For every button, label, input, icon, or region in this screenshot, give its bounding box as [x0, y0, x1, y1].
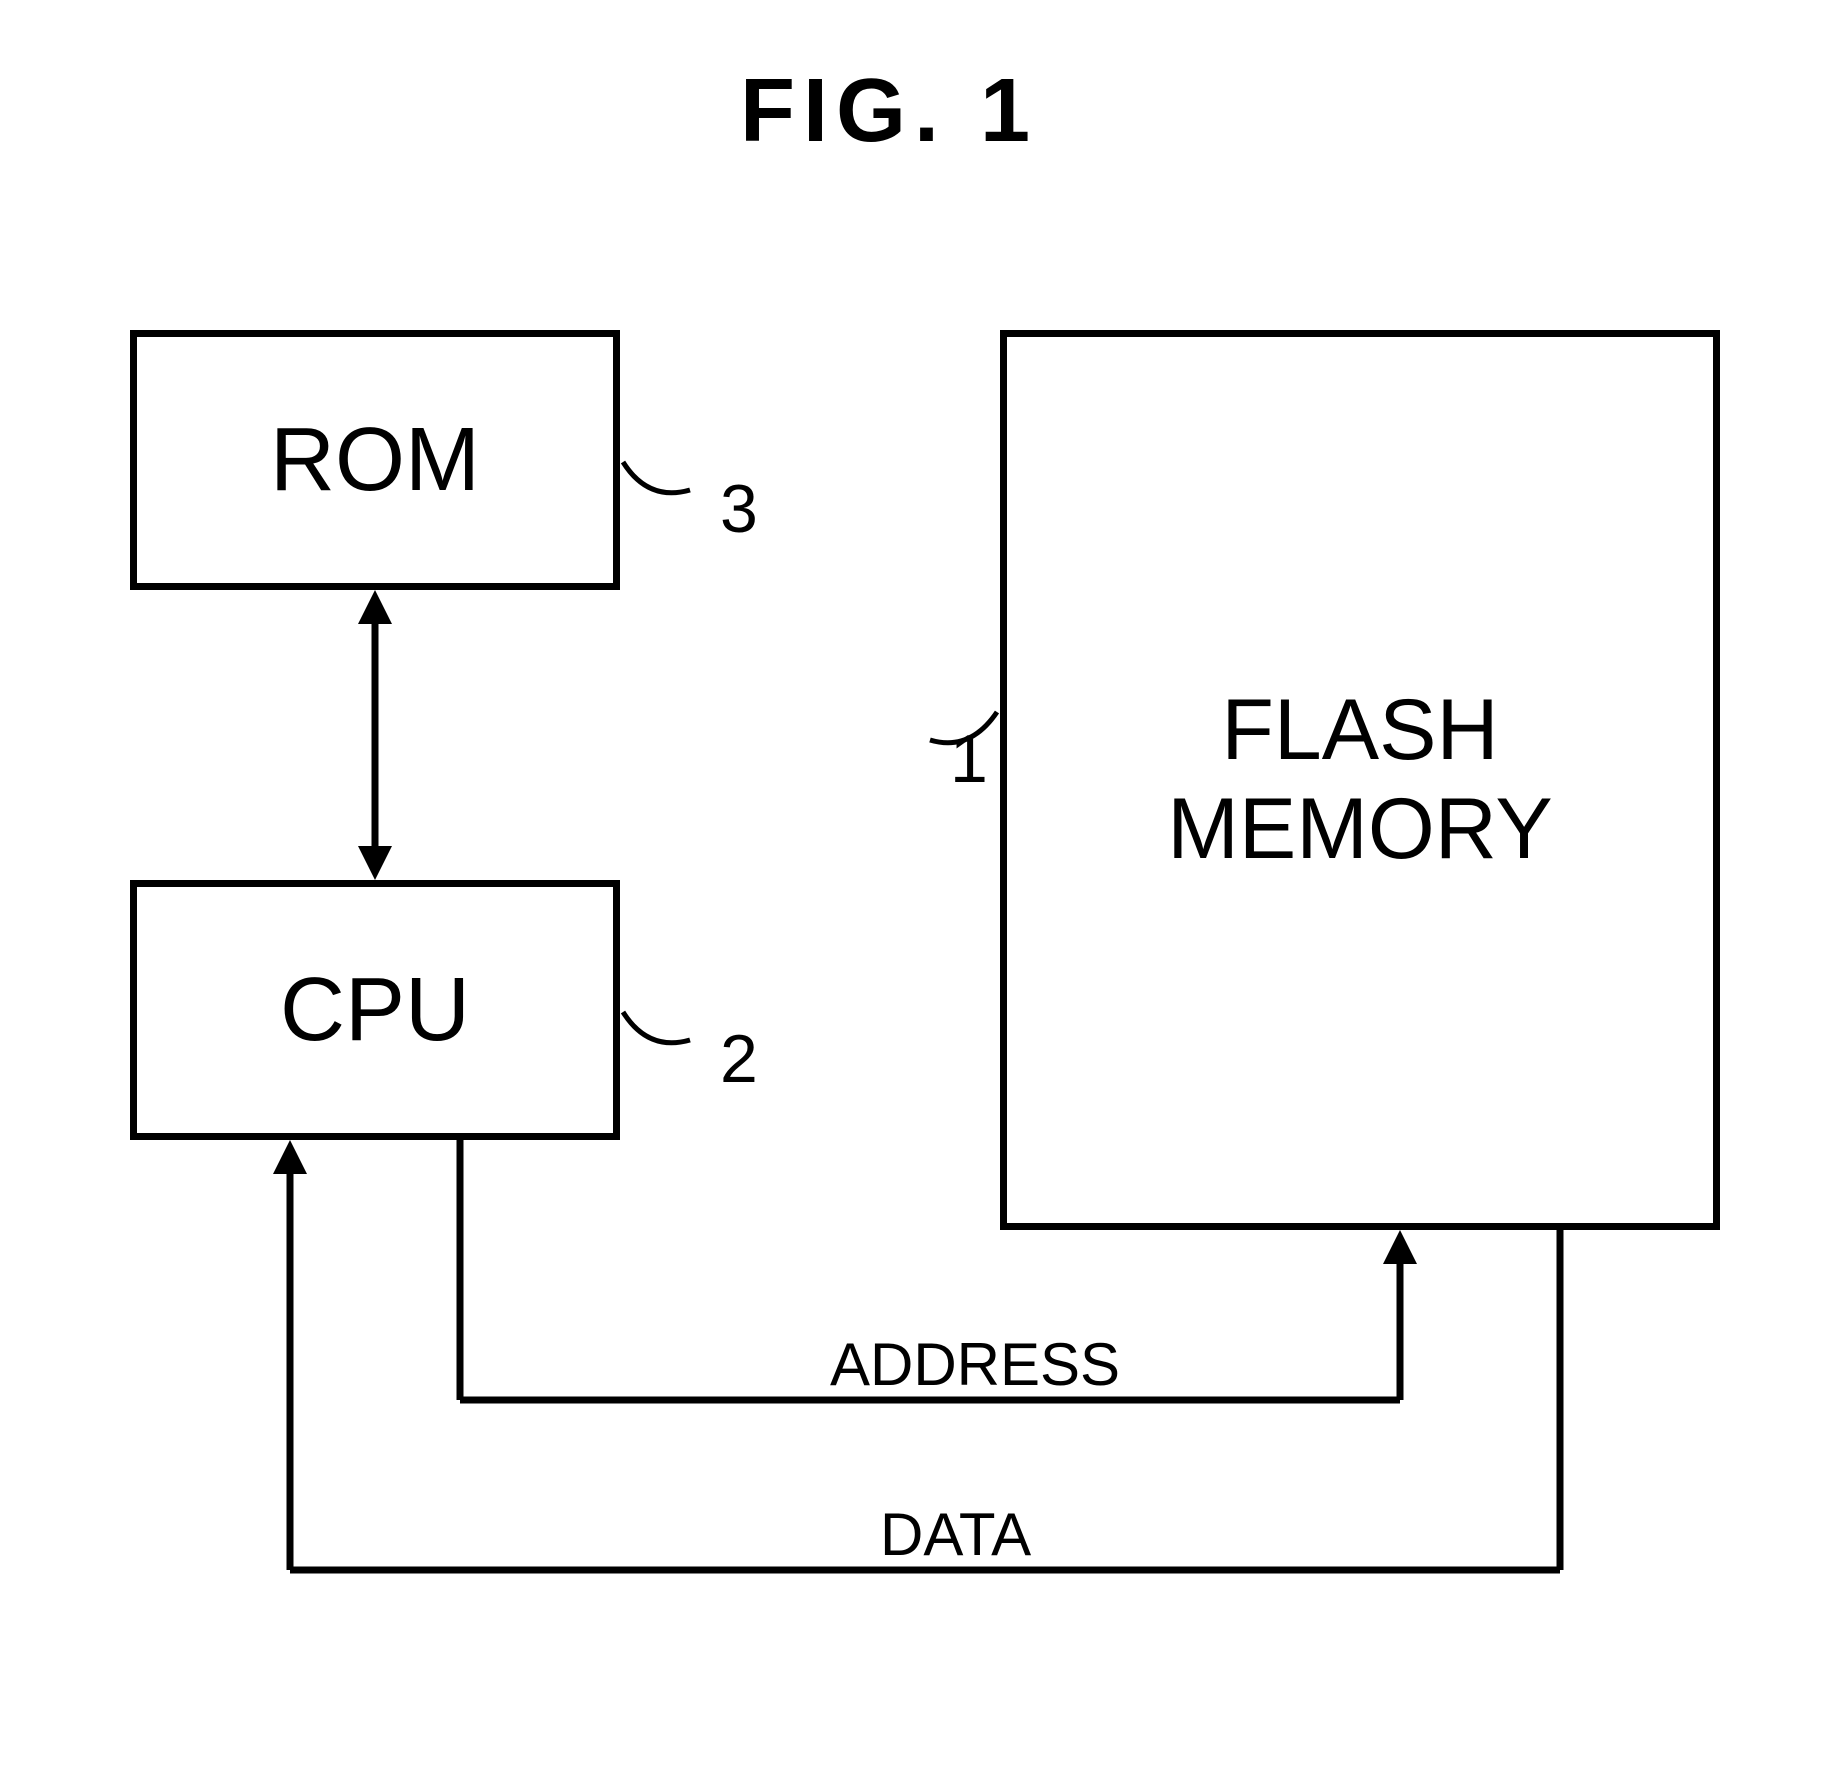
- address-bus-label: ADDRESS: [830, 1330, 1120, 1399]
- cpu-ref-number: 2: [720, 1020, 758, 1098]
- flash-block: FLASH MEMORY: [1000, 330, 1720, 1230]
- cpu-block: CPU: [130, 880, 620, 1140]
- figure-title: FIG. 1: [740, 60, 1038, 163]
- rom-ref-number: 3: [720, 470, 758, 548]
- data-bus-label: DATA: [880, 1500, 1031, 1569]
- rom-block: ROM: [130, 330, 620, 590]
- flash-ref-number: 1: [950, 720, 988, 798]
